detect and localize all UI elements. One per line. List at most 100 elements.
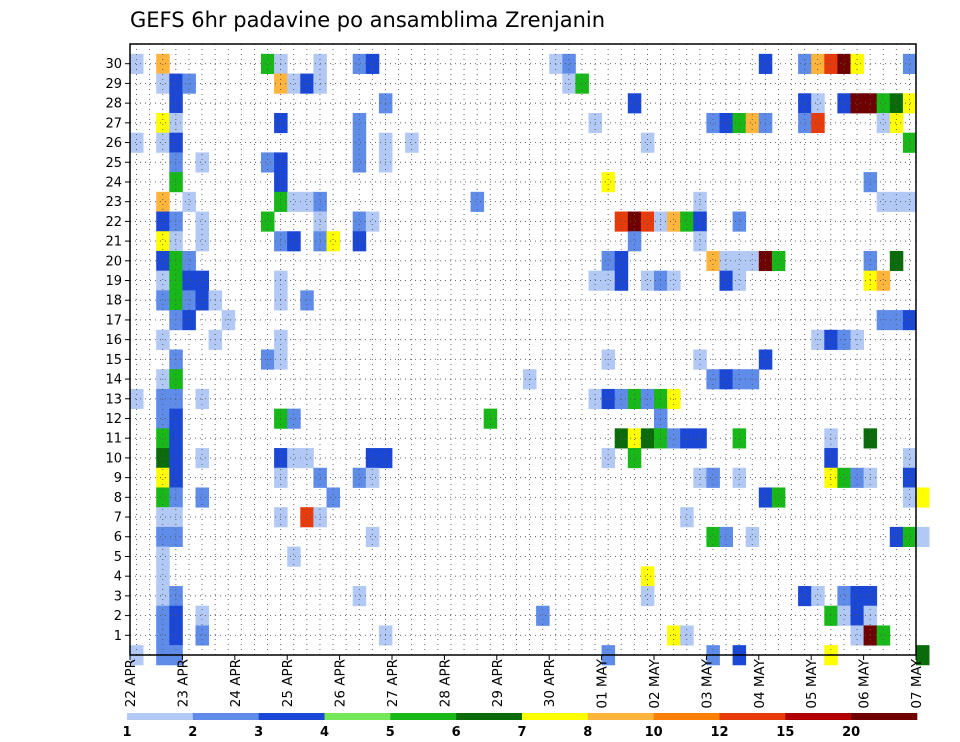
plot-frame xyxy=(129,43,917,656)
x-tick-label: 01 MAY xyxy=(595,658,611,708)
x-tick-label: 05 MAY xyxy=(804,658,820,708)
precip-cell xyxy=(352,112,367,134)
y-tick-label: 1 xyxy=(114,629,122,644)
y-tick-label: 7 xyxy=(114,511,122,526)
precip-cell xyxy=(706,250,720,272)
legend-swatch xyxy=(258,713,325,720)
precip-cell xyxy=(156,73,170,94)
precip-cell xyxy=(916,487,930,508)
precip-cell xyxy=(876,310,891,331)
precip-cell xyxy=(182,270,196,291)
precip-cell xyxy=(614,270,629,291)
y-tick-label: 9 xyxy=(114,471,122,486)
precip-cell xyxy=(837,53,851,74)
x-tick-label: 24 APR xyxy=(228,659,244,707)
x-tick-label: 22 APR xyxy=(123,659,139,707)
precip-cell xyxy=(300,73,314,94)
precip-cell xyxy=(811,112,825,134)
precip-cell xyxy=(916,645,930,666)
precip-cell xyxy=(352,53,367,74)
legend-swatch xyxy=(522,713,589,720)
precip-cell xyxy=(719,526,733,547)
precip-cell xyxy=(902,53,917,74)
precip-cell xyxy=(680,428,694,449)
precip-cell xyxy=(837,605,851,626)
y-tick-label: 28 xyxy=(105,97,122,112)
precip-cell xyxy=(837,467,851,488)
precip-cell xyxy=(287,448,301,469)
precip-cell xyxy=(889,112,904,134)
precip-cell xyxy=(169,231,183,252)
legend-swatch xyxy=(653,713,720,720)
precip-cell xyxy=(719,112,733,134)
precip-cell xyxy=(156,546,170,567)
precip-cell xyxy=(169,388,183,410)
precip-cell xyxy=(156,586,170,607)
precip-cell xyxy=(169,625,183,646)
x-tick-label: 30 APR xyxy=(542,659,558,707)
precip-cell xyxy=(627,448,642,469)
precip-cell xyxy=(902,132,917,153)
precip-cell xyxy=(287,546,301,567)
precip-cell xyxy=(195,625,209,646)
precip-cell xyxy=(837,586,851,607)
precip-cell xyxy=(169,428,183,449)
precip-cell xyxy=(156,625,170,646)
precip-cell xyxy=(850,467,864,488)
precip-cell xyxy=(902,487,917,508)
precip-cell xyxy=(287,231,301,252)
precip-cell xyxy=(798,586,812,607)
legend-swatch xyxy=(324,713,391,720)
precip-cell xyxy=(706,467,720,488)
precip-cell xyxy=(169,408,183,429)
precip-cell xyxy=(902,310,917,331)
y-tick-label: 21 xyxy=(105,235,122,250)
precip-cell xyxy=(837,93,851,114)
precip-cell xyxy=(195,270,209,291)
precip-cell xyxy=(732,250,747,272)
precip-cell xyxy=(221,310,236,331)
precip-cell xyxy=(732,112,747,134)
precip-cell xyxy=(287,408,301,429)
precip-cell xyxy=(156,270,170,291)
precip-cell xyxy=(798,112,812,134)
x-tick-label: 25 APR xyxy=(280,659,296,707)
precip-cell xyxy=(811,53,825,74)
precip-cell xyxy=(876,625,891,646)
x-tick-label: 28 APR xyxy=(437,659,453,707)
y-tick-label: 19 xyxy=(105,274,122,289)
precip-cell xyxy=(300,290,314,311)
precip-cell xyxy=(889,310,904,331)
precip-cell xyxy=(261,211,275,232)
precip-cell xyxy=(365,448,380,469)
precip-cell xyxy=(916,526,930,547)
precip-cell xyxy=(798,93,812,114)
precip-cell xyxy=(287,73,301,94)
precip-cell xyxy=(850,53,864,74)
precip-cell xyxy=(680,625,694,646)
x-tick-label: 27 APR xyxy=(385,659,401,707)
legend-swatch xyxy=(785,713,852,720)
precip-cell xyxy=(732,467,747,488)
precip-cell xyxy=(156,231,170,252)
legend-label: 10 xyxy=(645,725,663,740)
precip-cell xyxy=(130,132,144,153)
legend-swatch xyxy=(851,713,918,720)
precip-cell xyxy=(876,191,891,212)
precip-cell xyxy=(745,526,760,547)
y-tick-label: 25 xyxy=(105,156,122,171)
precip-cell xyxy=(732,270,747,291)
precip-cell xyxy=(156,428,170,449)
precip-cell xyxy=(169,250,183,272)
legend-label: 7 xyxy=(517,725,526,740)
precip-cell xyxy=(824,428,838,449)
precip-cell xyxy=(798,53,812,74)
precip-cell xyxy=(745,250,760,272)
y-tick-label: 29 xyxy=(105,77,122,92)
y-tick-label: 5 xyxy=(114,550,122,565)
precip-cell xyxy=(719,270,733,291)
precip-cell xyxy=(614,388,629,410)
precip-cell xyxy=(195,388,209,410)
precip-cell xyxy=(627,231,642,252)
precip-cell xyxy=(850,586,864,607)
